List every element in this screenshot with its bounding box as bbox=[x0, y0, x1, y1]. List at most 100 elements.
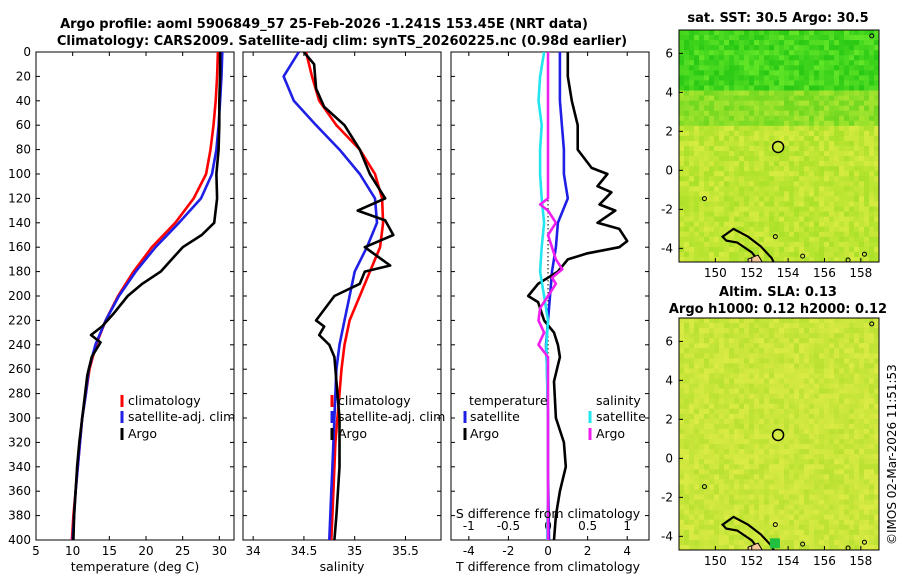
heatmap-cell bbox=[734, 428, 740, 435]
heatmap-cell bbox=[814, 368, 820, 375]
heatmap-cell bbox=[779, 544, 785, 550]
heatmap-cell bbox=[724, 489, 730, 496]
plot-frame bbox=[35, 51, 235, 541]
heatmap-cell bbox=[709, 176, 715, 182]
heatmap-cell bbox=[769, 151, 775, 157]
heatmap-cell bbox=[684, 464, 690, 470]
heatmap-cell bbox=[839, 504, 845, 511]
heatmap-cell bbox=[839, 256, 845, 262]
heatmap-cell bbox=[749, 403, 755, 410]
heatmap-cell bbox=[679, 115, 685, 122]
heatmap-cell bbox=[844, 90, 850, 97]
heatmap-cell bbox=[824, 201, 830, 208]
heatmap-cell bbox=[789, 519, 795, 526]
heatmap-cell bbox=[799, 146, 805, 152]
heatmap-cell bbox=[784, 125, 790, 132]
heatmap-cell bbox=[684, 246, 690, 253]
heatmap-cell bbox=[794, 348, 800, 354]
heatmap-cell bbox=[729, 318, 735, 324]
heatmap-cell bbox=[864, 120, 870, 127]
heatmap-cell bbox=[704, 85, 710, 92]
heatmap-cell bbox=[689, 60, 695, 66]
heatmap-cell bbox=[819, 151, 825, 157]
heatmap-cell bbox=[824, 135, 830, 142]
heatmap-cell bbox=[849, 454, 855, 460]
heatmap-cell bbox=[804, 191, 810, 198]
heatmap-cell bbox=[839, 161, 845, 167]
heatmap-cell bbox=[759, 514, 765, 521]
heatmap-cell bbox=[684, 196, 690, 203]
heatmap-cell bbox=[839, 373, 845, 380]
heatmap-cell bbox=[799, 454, 805, 460]
heatmap-cell bbox=[844, 413, 850, 420]
heatmap-cell bbox=[844, 408, 850, 415]
heatmap-cell bbox=[819, 524, 825, 531]
heatmap-cell bbox=[854, 318, 860, 324]
heatmap-cell bbox=[844, 504, 850, 511]
heatmap-cell bbox=[789, 55, 795, 61]
heatmap-cell bbox=[839, 358, 845, 364]
heatmap-cell bbox=[789, 241, 795, 248]
heatmap-cell bbox=[714, 30, 720, 36]
heatmap-cell bbox=[794, 479, 800, 486]
heatmap-cell bbox=[779, 403, 785, 410]
heatmap-cell bbox=[684, 140, 690, 147]
heatmap-cell bbox=[729, 216, 735, 223]
heatmap-cell bbox=[854, 479, 860, 486]
heatmap-cell bbox=[714, 80, 720, 87]
heatmap-cell bbox=[729, 489, 735, 496]
heatmap-cell bbox=[689, 524, 695, 531]
heatmap-cell bbox=[789, 236, 795, 243]
heatmap-cell bbox=[729, 186, 735, 192]
heatmap-cell bbox=[794, 398, 800, 405]
heatmap-cell bbox=[729, 251, 735, 258]
heatmap-cell bbox=[789, 454, 795, 460]
heatmap-cell bbox=[794, 60, 800, 66]
heatmap-cell bbox=[764, 494, 770, 501]
heatmap-cell bbox=[744, 206, 750, 213]
heatmap-cell bbox=[844, 449, 850, 455]
heatmap-cell bbox=[804, 459, 810, 465]
heatmap-cell bbox=[739, 65, 745, 71]
heatmap-cell bbox=[819, 519, 825, 526]
heatmap-cell bbox=[829, 246, 835, 253]
heatmap-cell bbox=[814, 140, 820, 147]
heatmap-cell bbox=[719, 241, 725, 248]
heatmap-cell bbox=[784, 40, 790, 46]
heatmap-cell bbox=[734, 449, 740, 455]
x-tick-label: 4 bbox=[623, 544, 631, 558]
heatmap-cell bbox=[789, 353, 795, 359]
heatmap-cell bbox=[774, 50, 780, 56]
heatmap-cell bbox=[874, 343, 879, 349]
heatmap-cell bbox=[744, 35, 750, 41]
heatmap-cell bbox=[809, 439, 815, 445]
heatmap-cell bbox=[784, 368, 790, 375]
heatmap-cell bbox=[764, 221, 770, 228]
heatmap-cell bbox=[859, 115, 865, 122]
heatmap-cell bbox=[759, 171, 765, 177]
heatmap-cell bbox=[744, 65, 750, 71]
heatmap-cell bbox=[679, 251, 685, 258]
heatmap-cell bbox=[794, 403, 800, 410]
heatmap-cell bbox=[819, 65, 825, 71]
legend-label: satellite bbox=[470, 409, 520, 424]
heatmap-cell bbox=[829, 146, 835, 152]
heatmap-cell bbox=[714, 35, 720, 41]
heatmap-cell bbox=[704, 358, 710, 364]
x-tick-label: 35.5 bbox=[392, 544, 419, 558]
heatmap-cell bbox=[779, 539, 785, 546]
heatmap-cell bbox=[689, 100, 695, 107]
heatmap-cell bbox=[824, 474, 830, 480]
heatmap-cell bbox=[869, 176, 875, 182]
heatmap-cell bbox=[684, 55, 690, 61]
heatmap-cell bbox=[689, 221, 695, 228]
heatmap-cell bbox=[759, 504, 765, 511]
heatmap-cell bbox=[774, 181, 780, 187]
heatmap-cell bbox=[869, 221, 875, 228]
heatmap-cell bbox=[869, 70, 875, 76]
heatmap-cell bbox=[764, 413, 770, 420]
heatmap-cell bbox=[689, 358, 695, 364]
heatmap-cell bbox=[844, 115, 850, 122]
heatmap-cell bbox=[699, 449, 705, 455]
heatmap-cell bbox=[799, 403, 805, 410]
